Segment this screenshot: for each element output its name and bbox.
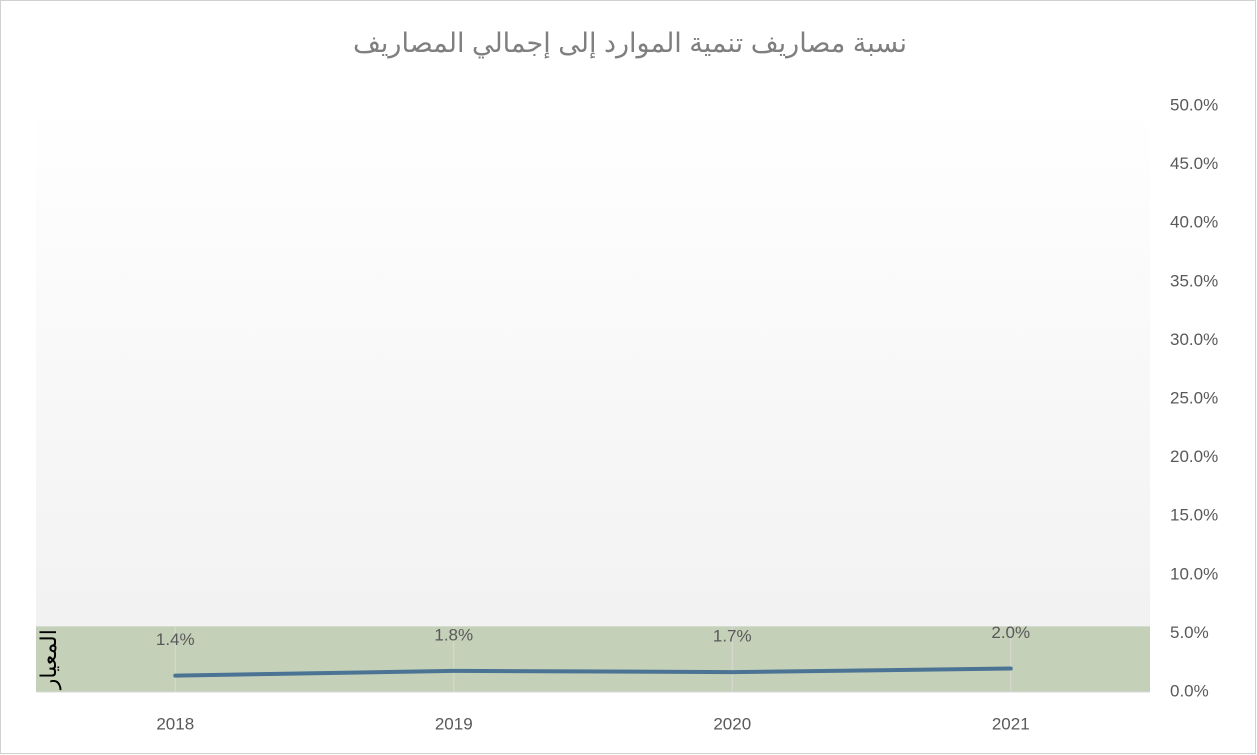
plot-area bbox=[36, 106, 1150, 692]
x-tick-label: 2021 bbox=[992, 714, 1030, 733]
y-tick-label: 5.0% bbox=[1170, 623, 1209, 642]
line bbox=[173, 666, 1013, 678]
data-label: 1.8% bbox=[434, 625, 473, 644]
chart-title: نسبة مصاريف تنمية الموارد إلى إجمالي الم… bbox=[353, 28, 907, 59]
x-tick-label: 2019 bbox=[435, 714, 473, 733]
x-tick-label: 2020 bbox=[713, 714, 751, 733]
x-tick-label: 2018 bbox=[156, 714, 194, 733]
y-tick-label: 30.0% bbox=[1170, 330, 1218, 349]
y-tick-label: 20.0% bbox=[1170, 447, 1218, 466]
standard-band bbox=[36, 626, 1150, 692]
y-tick-label: 0.0% bbox=[1170, 681, 1209, 700]
data-label: 2.0% bbox=[991, 623, 1030, 642]
y-tick-label: 25.0% bbox=[1170, 388, 1218, 407]
standard-band-label: المعيار bbox=[36, 629, 61, 690]
y-tick-label: 50.0% bbox=[1170, 95, 1218, 114]
y-tick-label: 15.0% bbox=[1170, 506, 1218, 525]
data-label: 1.4% bbox=[156, 630, 195, 649]
data-label: 1.7% bbox=[713, 627, 752, 646]
y-tick-label: 40.0% bbox=[1170, 213, 1218, 232]
y-tick-label: 45.0% bbox=[1170, 154, 1218, 173]
y-tick-label: 35.0% bbox=[1170, 271, 1218, 290]
y-tick-label: 10.0% bbox=[1170, 564, 1218, 583]
